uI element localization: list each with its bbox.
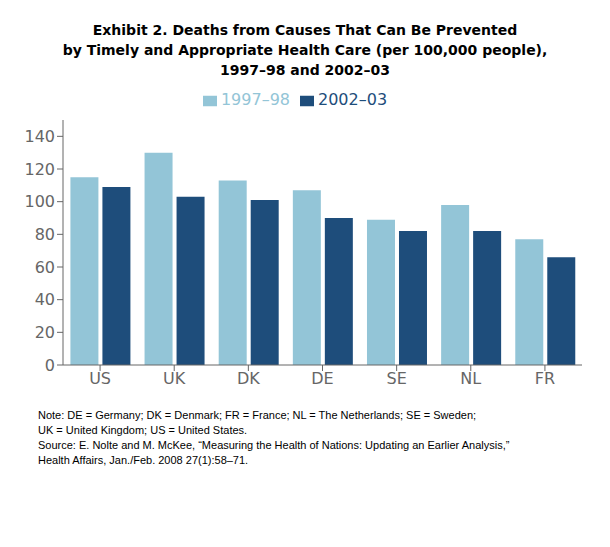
svg-text:40: 40 [35,290,55,309]
svg-text:80: 80 [35,225,55,244]
html-text:by Timely and Appropriate Heal: by Timely and Appropriate Health Care (p… [62,42,548,58]
svg-text:0: 0 [45,356,55,375]
svg-text:DK: DK [237,369,260,388]
html-text:Note: DE = Germany; DK = Denma: Note: DE = Germany; DK = Denmark; FR = F… [38,409,477,421]
svg-text:FR: FR [535,369,555,388]
svg-text:DE: DE [311,369,333,388]
svg-text:20: 20 [35,323,55,342]
html-text:1997–98: 1997–98 [220,90,290,109]
svg-text:NL: NL [460,369,481,388]
svg-text:140: 140 [24,127,55,146]
html-text:UK = United Kingdom; US = Unit: UK = United Kingdom; US = United States. [38,424,248,436]
html-text:Health Affairs, Jan./Feb. 2008: Health Affairs, Jan./Feb. 2008 27(1):58–… [38,454,249,466]
html-text:Exhibit 2. Deaths from Causes: Exhibit 2. Deaths from Causes That Can B… [92,22,518,38]
svg-text:120: 120 [24,160,55,179]
svg-text:US: US [89,369,111,388]
html-text:1997–98 and 2002–03: 1997–98 and 2002–03 [220,62,390,78]
svg-text:UK: UK [163,369,186,388]
svg-text:60: 60 [35,258,55,277]
svg-text:SE: SE [387,369,407,388]
html-text:2002–03: 2002–03 [318,90,388,109]
html-text:Source: E. Nolte and M. McKee,: Source: E. Nolte and M. McKee, “Measurin… [38,439,510,451]
svg-text:100: 100 [24,192,55,211]
